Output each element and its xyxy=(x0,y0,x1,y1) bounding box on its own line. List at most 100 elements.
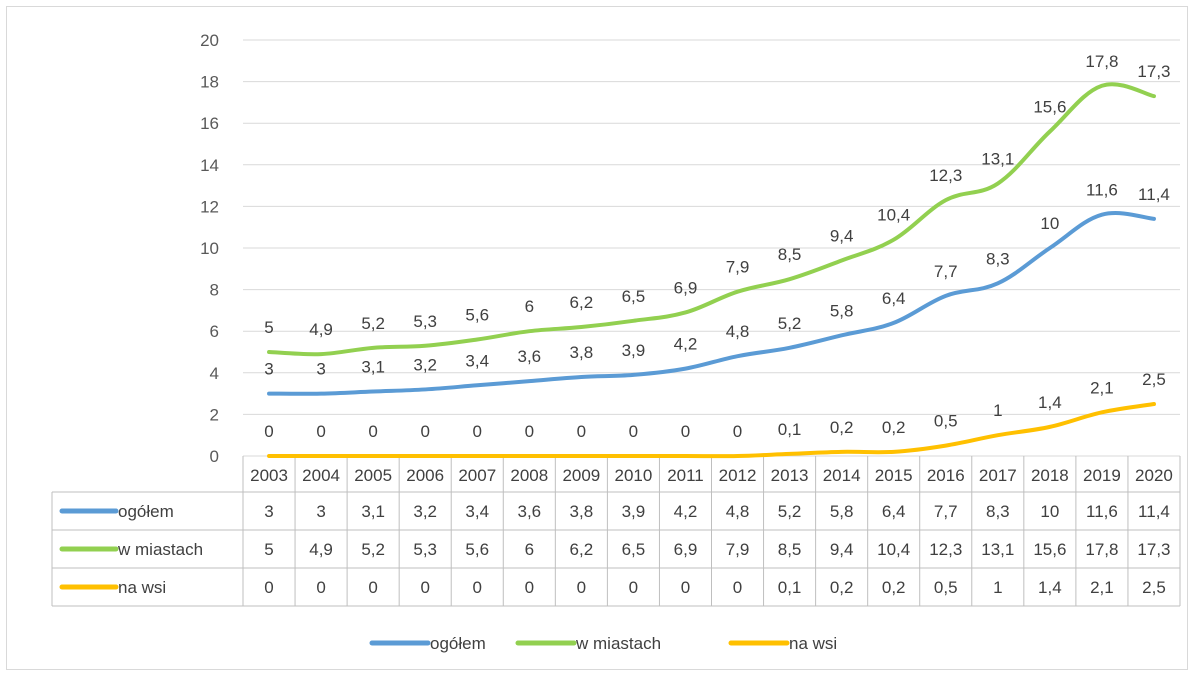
x-tick-label: 2018 xyxy=(1031,466,1069,485)
table-cell-value: 0 xyxy=(681,578,690,597)
table-cell-value: 2,5 xyxy=(1142,578,1166,597)
table-cell-value: 4,2 xyxy=(674,502,698,521)
x-tick-label: 2019 xyxy=(1083,466,1121,485)
table-cell-value: 5,3 xyxy=(413,540,437,559)
data-label: 5,8 xyxy=(830,301,854,320)
x-tick-label: 2012 xyxy=(719,466,757,485)
table-cell-value: 3,9 xyxy=(622,502,646,521)
x-tick-label: 2003 xyxy=(250,466,288,485)
data-label: 0 xyxy=(420,422,429,441)
data-label: 15,6 xyxy=(1033,98,1066,117)
data-label: 17,3 xyxy=(1137,62,1170,81)
data-label: 2,1 xyxy=(1090,378,1114,397)
data-label: 1,4 xyxy=(1038,393,1062,412)
data-label: 10,4 xyxy=(877,206,910,225)
data-label: 4,9 xyxy=(309,320,333,339)
x-tick-label: 2006 xyxy=(406,466,444,485)
x-tick-label: 2010 xyxy=(615,466,653,485)
table-cell-value: 7,7 xyxy=(934,502,958,521)
table-cell-value: 3,2 xyxy=(413,502,437,521)
y-tick-label: 0 xyxy=(210,447,219,466)
table-cell-value: 0 xyxy=(368,578,377,597)
y-tick-label: 14 xyxy=(200,156,219,175)
table-cell-value: 3 xyxy=(316,502,325,521)
legend-label: na wsi xyxy=(789,634,837,653)
x-tick-label: 2011 xyxy=(667,466,704,485)
legend-label: ogółem xyxy=(430,634,486,653)
x-tick-label: 2020 xyxy=(1135,466,1173,485)
x-tick-label: 2014 xyxy=(823,466,861,485)
table-cell-value: 8,5 xyxy=(778,540,802,559)
data-label: 4,2 xyxy=(674,335,698,354)
y-tick-label: 18 xyxy=(200,73,219,92)
table-cell-value: 3 xyxy=(264,502,273,521)
data-label: 1 xyxy=(993,401,1002,420)
table-cell-value: 11,6 xyxy=(1086,502,1118,521)
data-label: 0 xyxy=(577,422,586,441)
table-cell-value: 7,9 xyxy=(726,540,750,559)
data-label: 3,6 xyxy=(517,347,541,366)
data-label: 0 xyxy=(316,422,325,441)
y-tick-label: 8 xyxy=(210,281,219,300)
table-cell-value: 1 xyxy=(993,578,1002,597)
table-cell-value: 0 xyxy=(316,578,325,597)
y-tick-label: 10 xyxy=(200,239,219,258)
table-cell-value: 6,2 xyxy=(570,540,594,559)
y-tick-label: 4 xyxy=(210,364,219,383)
data-label: 3,1 xyxy=(361,358,385,377)
y-tick-label: 6 xyxy=(210,322,219,341)
data-label: 8,5 xyxy=(778,245,802,264)
table-cell-value: 5,2 xyxy=(778,502,802,521)
table-cell-value: 6 xyxy=(525,540,534,559)
table-cell-value: 0,1 xyxy=(778,578,802,597)
data-label: 3 xyxy=(316,360,325,379)
y-tick-label: 12 xyxy=(200,197,219,216)
x-tick-label: 2009 xyxy=(562,466,600,485)
data-label: 3,9 xyxy=(622,341,646,360)
data-label: 5 xyxy=(264,318,273,337)
data-label: 7,7 xyxy=(934,262,958,281)
data-label: 3,8 xyxy=(570,343,594,362)
data-label: 9,4 xyxy=(830,226,854,245)
table-cell-value: 11,4 xyxy=(1138,502,1170,521)
table-cell-value: 0 xyxy=(577,578,586,597)
table-series-name: na wsi xyxy=(118,578,166,597)
table-cell-value: 1,4 xyxy=(1038,578,1062,597)
data-label: 3,2 xyxy=(413,355,437,374)
data-label: 0 xyxy=(368,422,377,441)
table-cell-value: 5 xyxy=(264,540,273,559)
data-label: 6 xyxy=(525,297,534,316)
data-label: 5,6 xyxy=(465,306,489,325)
x-tick-label: 2007 xyxy=(458,466,496,485)
data-label: 13,1 xyxy=(981,150,1014,169)
table-cell-value: 3,1 xyxy=(361,502,385,521)
table-cell-value: 5,8 xyxy=(830,502,854,521)
chart-frame xyxy=(6,6,1188,670)
y-tick-label: 2 xyxy=(210,405,219,424)
y-tick-label: 16 xyxy=(200,114,219,133)
table-cell-value: 5,6 xyxy=(465,540,489,559)
table-cell-value: 13,1 xyxy=(981,540,1014,559)
data-label: 0,2 xyxy=(882,418,906,437)
x-tick-label: 2005 xyxy=(354,466,392,485)
x-tick-label: 2017 xyxy=(979,466,1017,485)
x-tick-label: 2016 xyxy=(927,466,965,485)
table-cell-value: 5,2 xyxy=(361,540,385,559)
data-label: 0 xyxy=(525,422,534,441)
table-cell-value: 6,5 xyxy=(622,540,646,559)
table-cell-value: 0 xyxy=(525,578,534,597)
table-cell-value: 17,3 xyxy=(1137,540,1170,559)
data-label: 0 xyxy=(473,422,482,441)
x-tick-label: 2013 xyxy=(771,466,809,485)
table-cell-value: 0,2 xyxy=(830,578,854,597)
x-tick-label: 2008 xyxy=(510,466,548,485)
table-cell-value: 4,9 xyxy=(309,540,333,559)
x-tick-label: 2015 xyxy=(875,466,913,485)
table-cell-value: 17,8 xyxy=(1085,540,1118,559)
table-cell-value: 2,1 xyxy=(1090,578,1114,597)
table-cell-value: 9,4 xyxy=(830,540,854,559)
table-cell-value: 6,4 xyxy=(882,502,906,521)
data-label: 0 xyxy=(264,422,273,441)
